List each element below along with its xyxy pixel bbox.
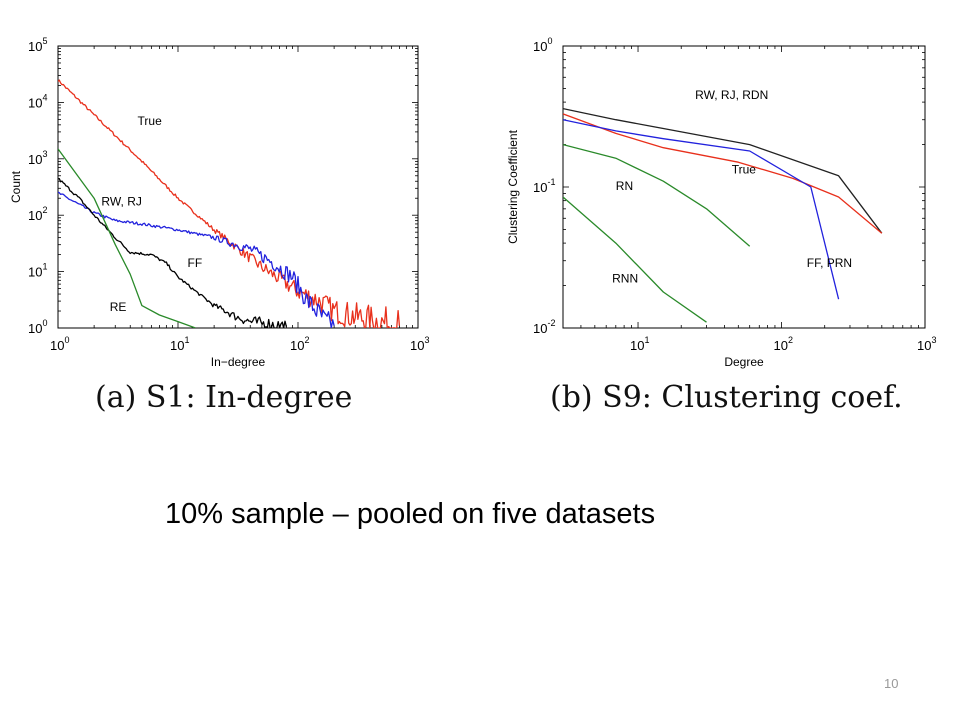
y-tick-label: 101 bbox=[28, 262, 47, 280]
series-label-ff: FF bbox=[188, 256, 203, 270]
y-tick-label: 103 bbox=[28, 149, 47, 167]
clustering-coefficient-chart: 101 102 103 10-2 10-1 100 Degree Clustering Coe… bbox=[506, 36, 936, 369]
y-tick-label: 10-1 bbox=[533, 177, 555, 195]
y-tick-label: 10-2 bbox=[533, 318, 555, 336]
series-label-rnn: RNN bbox=[612, 272, 638, 286]
y-axis-title: Clustering Coefficient bbox=[506, 129, 520, 244]
x-axis-title: Degree bbox=[724, 355, 764, 369]
series-label-rn: RN bbox=[616, 179, 633, 193]
series-line-rnn bbox=[563, 196, 707, 323]
series-line-ff-prn bbox=[563, 119, 840, 300]
series-line-re bbox=[58, 148, 196, 328]
x-tick-label: 100 bbox=[50, 335, 69, 353]
caption-clustering-coef: (b) S9: Clustering coef. bbox=[550, 380, 903, 415]
series-label-true: True bbox=[138, 114, 163, 128]
series-line-true bbox=[58, 79, 401, 328]
series-line-true bbox=[563, 113, 883, 234]
series-line-rw-rj bbox=[58, 191, 335, 328]
page-number: 10 bbox=[884, 676, 899, 691]
x-tick-label: 101 bbox=[630, 335, 649, 353]
plot-area-frame bbox=[57, 45, 419, 329]
y-tick-label: 105 bbox=[28, 36, 47, 54]
x-tick-label: 102 bbox=[290, 335, 309, 353]
series-label-ff-prn: FF, PRN bbox=[807, 256, 852, 270]
y-tick-label: 100 bbox=[533, 36, 552, 54]
y-tick-label: 104 bbox=[28, 92, 47, 110]
slide-subtitle: 10% sample – pooled on five datasets bbox=[165, 498, 656, 530]
series-label-rw-rj: RW, RJ bbox=[101, 194, 141, 208]
series-label-true: True bbox=[732, 162, 757, 176]
series-label-rw-rj-rdn: RW, RJ, RDN bbox=[695, 88, 768, 102]
series-line-ff bbox=[58, 177, 288, 328]
x-tick-label: 101 bbox=[170, 335, 189, 353]
y-axis-title: Count bbox=[9, 170, 23, 203]
x-tick-label: 103 bbox=[917, 335, 936, 353]
x-tick-label: 102 bbox=[774, 335, 793, 353]
x-axis-title: In−degree bbox=[211, 355, 266, 369]
x-tick-label: 103 bbox=[410, 335, 429, 353]
series-label-re: RE bbox=[110, 300, 127, 314]
y-tick-label: 102 bbox=[28, 205, 47, 223]
in-degree-chart: 100 101 102 103 100 101 102 103 104 105 In−degree C… bbox=[9, 36, 429, 369]
series-line-rw-rj-rdn bbox=[563, 107, 883, 234]
series-line-rn bbox=[563, 143, 751, 247]
caption-in-degree: (a) S1: In-degree bbox=[95, 380, 353, 415]
y-tick-label: 100 bbox=[28, 318, 47, 336]
